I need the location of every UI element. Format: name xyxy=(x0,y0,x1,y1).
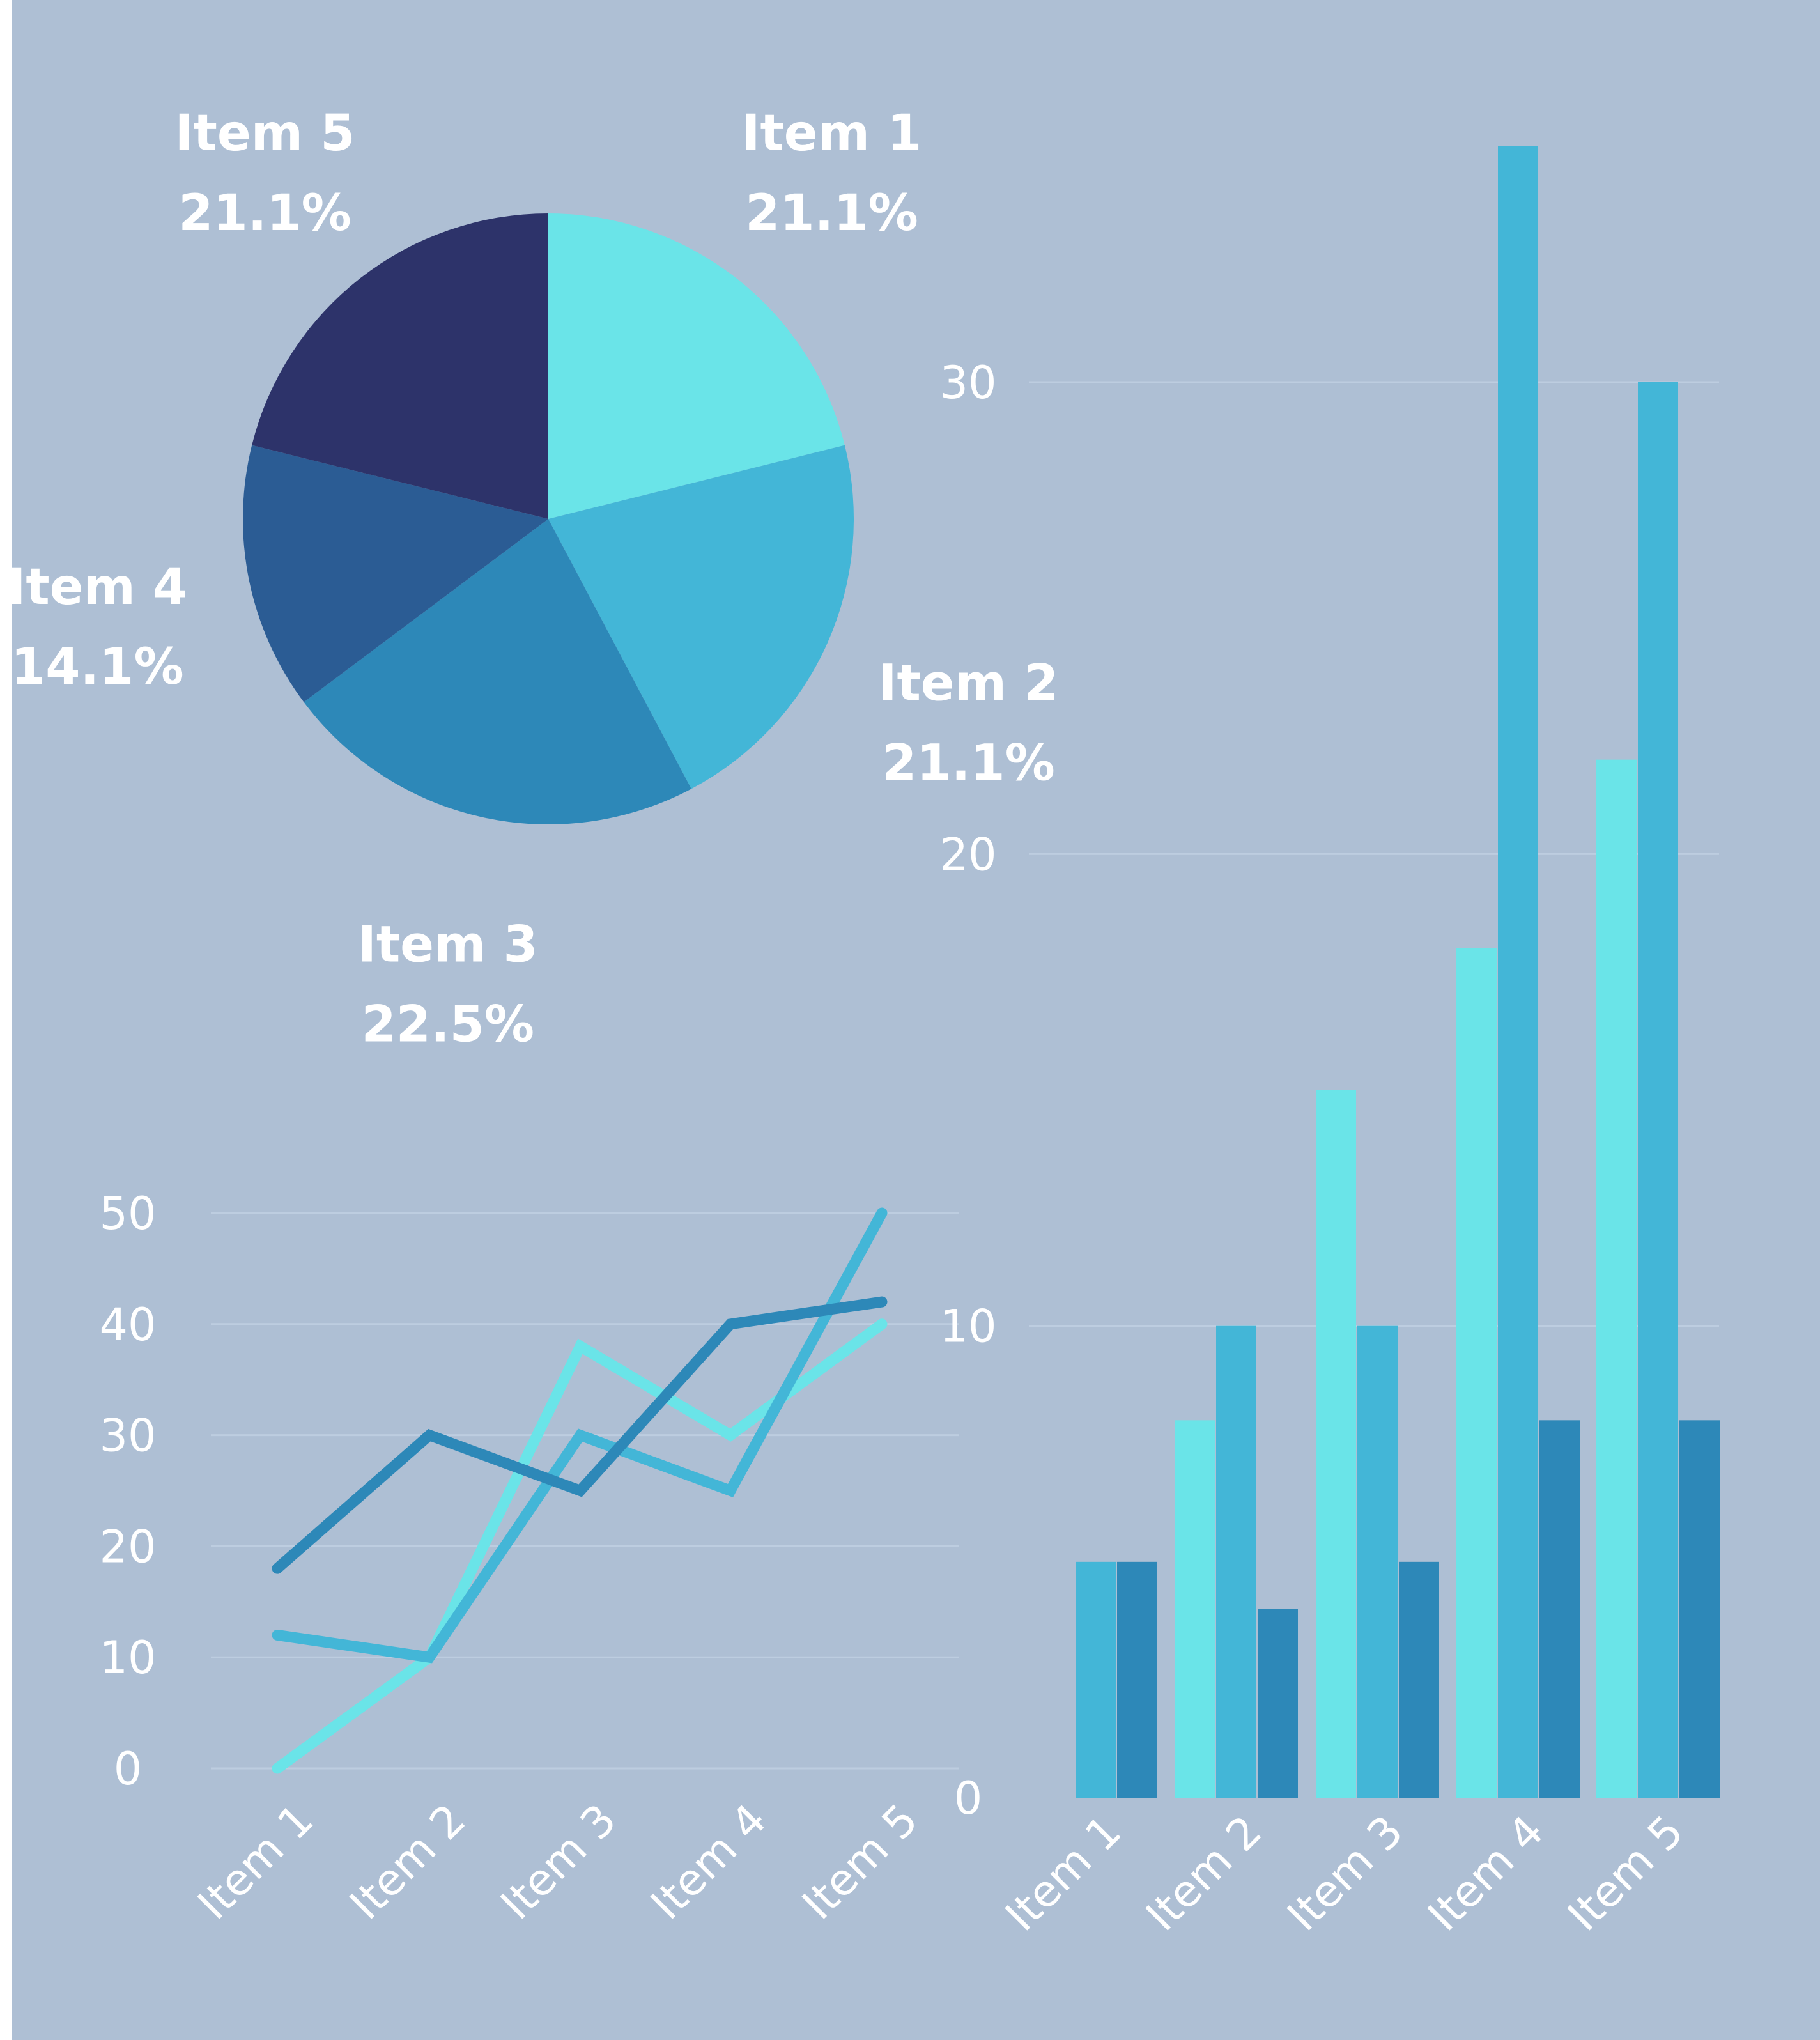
line-series-2 xyxy=(272,1207,888,1664)
pie-percent-5: 21.1% xyxy=(178,185,351,242)
bar-2-series-1 xyxy=(1175,1420,1215,1798)
bar-x-tick-label: Item 3 xyxy=(1278,1806,1413,1941)
bar-2-series-3 xyxy=(1258,1609,1298,1798)
bar-x-tick-label: Item 1 xyxy=(996,1806,1131,1941)
pie-percent-1: 21.1% xyxy=(745,185,918,242)
bar-3-series-2 xyxy=(1357,1325,1398,1798)
bar-y-tick-label: 10 xyxy=(939,1301,996,1353)
bar-2-series-2 xyxy=(1216,1325,1256,1798)
line-y-tick-label: 20 xyxy=(99,1520,156,1573)
pie-label-2: Item 2 xyxy=(879,654,1059,712)
bar-y-tick-label: 20 xyxy=(939,828,996,881)
pie-slice-4 xyxy=(243,445,548,702)
line-y-tick-label: 40 xyxy=(99,1299,156,1351)
bar-4-series-3 xyxy=(1539,1420,1580,1798)
pie-slice-2 xyxy=(548,445,854,789)
pie-percent-3: 22.5% xyxy=(361,996,534,1054)
bar-y-tick-label: 0 xyxy=(954,1772,983,1825)
bar-x-tick-label: Item 2 xyxy=(1137,1806,1272,1941)
pie-label-4: Item 4 xyxy=(7,559,187,616)
bar-4-series-1 xyxy=(1456,948,1497,1798)
pie-label-1: Item 1 xyxy=(741,105,922,162)
bar-x-tick-label: Item 4 xyxy=(1419,1806,1554,1941)
line-y-tick-label: 10 xyxy=(99,1632,156,1684)
bar-3-series-3 xyxy=(1399,1561,1439,1798)
bar-3-series-1 xyxy=(1316,1090,1356,1798)
bar-1-series-2 xyxy=(1076,1561,1116,1798)
pie-percent-4: 14.1% xyxy=(11,638,184,696)
bar-4-series-2 xyxy=(1498,146,1538,1798)
line-y-tick-label: 0 xyxy=(114,1743,143,1795)
pie-label-5: Item 5 xyxy=(175,105,355,162)
pie-label-3: Item 3 xyxy=(358,916,538,974)
bar-5-series-3 xyxy=(1679,1420,1720,1798)
bar-5-series-2 xyxy=(1638,382,1678,1798)
line-y-tick-label: 50 xyxy=(99,1187,156,1240)
bar-x-tick-label: Item 5 xyxy=(1559,1806,1693,1941)
bar-5-series-1 xyxy=(1596,759,1637,1798)
line-series-3 xyxy=(272,1296,888,1574)
pie-slice-5 xyxy=(252,213,548,519)
bar-y-tick-label: 30 xyxy=(939,357,996,409)
bar-1-series-3 xyxy=(1117,1561,1157,1798)
pie-slice-1 xyxy=(548,213,845,519)
line-y-tick-label: 30 xyxy=(99,1410,156,1462)
pie-percent-2: 21.1% xyxy=(882,734,1055,792)
pie-slice-3 xyxy=(304,519,691,824)
